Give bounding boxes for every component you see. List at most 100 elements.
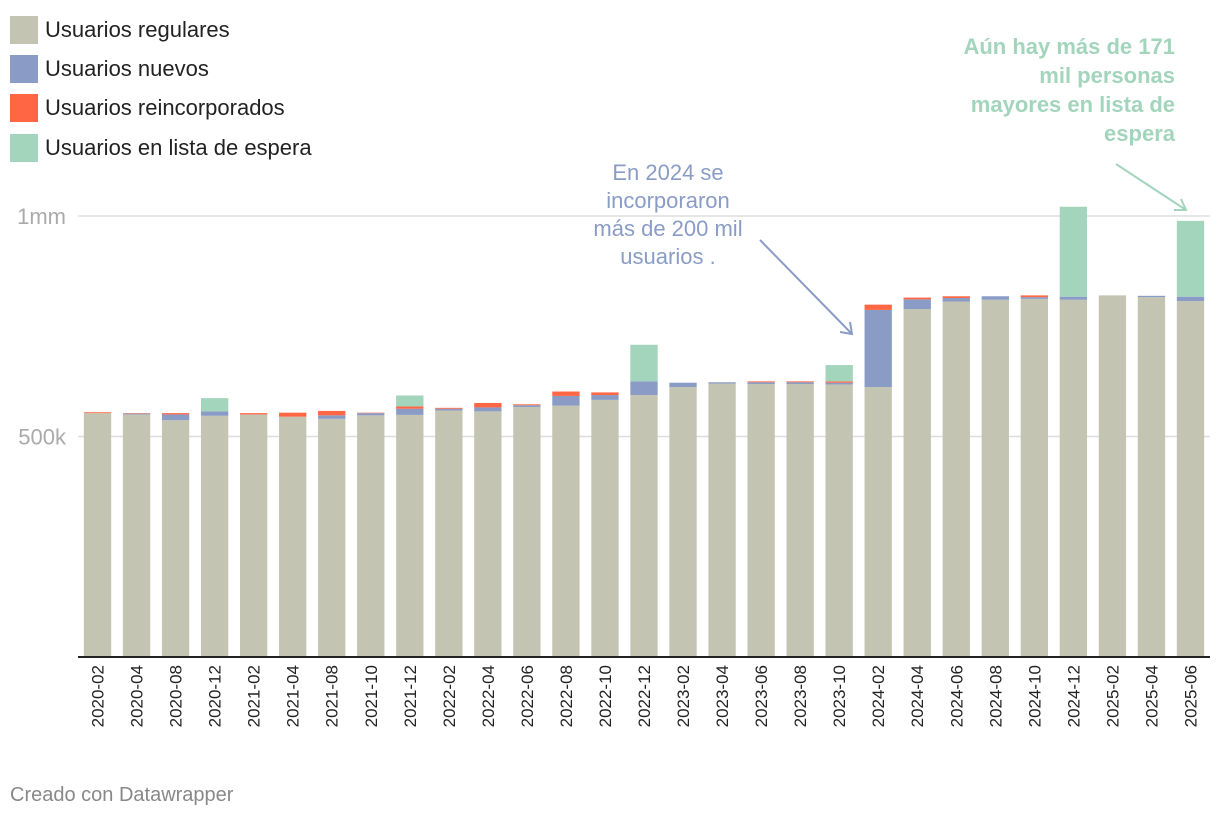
bar-2024-02-s1 — [864, 309, 892, 388]
bar-2021-08-s0 — [318, 418, 346, 657]
y-tick-label: 1mm — [17, 204, 66, 229]
annotation-espera-arrow — [1115, 163, 1187, 211]
legend-label-regulares: Usuarios regulares — [45, 16, 230, 42]
legend-item-reincorporados: Usuarios reincorporados — [10, 89, 312, 128]
bar-2024-12-s1 — [1059, 296, 1088, 300]
bar-2023-08-s2 — [786, 381, 814, 383]
bar-2024-10-s1 — [1020, 297, 1049, 299]
bar-2023-02-s0 — [669, 387, 697, 657]
bar-2024-12-s0 — [1059, 299, 1088, 657]
annotation-2024-line: En 2024 se — [612, 160, 723, 185]
legend-label-lista-espera: Usuarios en lista de espera — [45, 134, 312, 160]
bar-2022-10-s2 — [591, 392, 619, 396]
x-tick-label-2021-02: 2021-02 — [245, 665, 264, 727]
legend-item-regulares: Usuarios regulares — [10, 10, 312, 49]
legend-item-lista-espera: Usuarios en lista de espera — [10, 128, 312, 167]
legend-label-nuevos: Usuarios nuevos — [45, 55, 209, 81]
bar-2025-04-s1 — [1137, 295, 1166, 298]
bar-2020-02-s0 — [83, 413, 112, 657]
bar-2020-08-s1 — [161, 414, 190, 421]
bar-2024-10-s2 — [1020, 295, 1049, 298]
bar-2022-08-s0 — [552, 405, 580, 657]
bar-2020-08-s2 — [161, 413, 190, 415]
bar-2024-06-s0 — [942, 301, 970, 657]
bar-2021-04-s0 — [279, 416, 307, 657]
bar-2025-06-s3 — [1176, 220, 1205, 297]
x-tick-label-2023-04: 2023-04 — [713, 665, 732, 727]
x-tick-label-2024-08: 2024-08 — [986, 665, 1005, 727]
x-tick-label-2024-12: 2024-12 — [1064, 665, 1083, 727]
bar-2020-04-s0 — [122, 414, 151, 657]
x-tick-label-2021-12: 2021-12 — [401, 665, 420, 727]
bar-2020-12-s0 — [200, 415, 229, 657]
x-tick-label-2023-08: 2023-08 — [791, 665, 810, 727]
bar-2024-02-s2 — [864, 304, 892, 310]
bar-2022-02-s1 — [435, 408, 463, 411]
bar-2023-10-s0 — [825, 384, 853, 657]
bar-2022-02-s2 — [435, 407, 463, 409]
bar-2020-04-s1 — [122, 413, 151, 415]
bar-2020-12-s3 — [200, 398, 229, 412]
bar-2024-04-s1 — [903, 299, 931, 310]
x-tick-label-2021-10: 2021-10 — [362, 665, 381, 727]
x-tick-label-2025-04: 2025-04 — [1142, 665, 1161, 727]
x-tick-label-2024-10: 2024-10 — [1025, 665, 1044, 727]
bar-2025-04-s0 — [1137, 297, 1166, 657]
legend-swatch-lista-espera — [10, 133, 38, 162]
bar-2022-06-s1 — [513, 405, 541, 407]
bar-2022-04-s0 — [474, 411, 502, 657]
bar-2021-04-s2 — [279, 412, 307, 417]
bar-2023-04-s0 — [708, 383, 736, 657]
bar-2022-04-s1 — [474, 407, 502, 412]
x-tick-label-2023-06: 2023-06 — [752, 665, 771, 727]
bar-2025-06-s0 — [1176, 301, 1205, 657]
x-tick-label-2020-04: 2020-04 — [128, 665, 147, 727]
bar-2023-10-s3 — [825, 365, 853, 382]
bar-2023-08-s1 — [786, 382, 814, 385]
bar-2022-06-s0 — [513, 406, 541, 657]
bar-2021-12-s1 — [396, 408, 424, 415]
bar-2024-08-s0 — [981, 299, 1009, 657]
bar-2024-02-s0 — [864, 387, 892, 657]
x-tick-label-2024-04: 2024-04 — [908, 665, 927, 727]
x-tick-label-2025-02: 2025-02 — [1103, 665, 1122, 727]
annotation-2024-line: usuarios . — [620, 244, 715, 269]
bar-2020-02-s2 — [83, 412, 112, 414]
bar-2023-08-s0 — [786, 384, 814, 657]
annotation-espera-arrowhead — [1174, 198, 1188, 211]
x-tick-label-2021-08: 2021-08 — [323, 665, 342, 727]
bar-2022-08-s1 — [552, 395, 580, 406]
bar-2021-08-s1 — [318, 415, 346, 419]
bar-2022-04-s2 — [474, 402, 502, 408]
x-tick-label-2025-06: 2025-06 — [1181, 665, 1200, 727]
bar-2020-12-s1 — [200, 411, 229, 416]
x-tick-label-2022-04: 2022-04 — [479, 665, 498, 727]
bar-2023-06-s2 — [747, 381, 775, 383]
annotation-espera-line: mayores en lista de — [971, 92, 1175, 117]
bar-2022-12-s3 — [630, 344, 658, 382]
bar-2023-06-s1 — [747, 382, 775, 385]
x-tick-label-2021-04: 2021-04 — [284, 665, 303, 727]
bar-2021-12-s2 — [396, 406, 424, 409]
x-tick-label-2024-06: 2024-06 — [947, 665, 966, 727]
x-tick-label-2023-02: 2023-02 — [674, 665, 693, 727]
bar-2025-06-s1 — [1176, 296, 1205, 302]
legend-item-nuevos: Usuarios nuevos — [10, 49, 312, 88]
bar-2021-10-s0 — [357, 415, 385, 657]
bar-2022-10-s0 — [591, 399, 619, 657]
x-tick-label-2020-12: 2020-12 — [206, 665, 225, 727]
bar-2023-04-s1 — [708, 382, 736, 384]
x-tick-label-2022-08: 2022-08 — [557, 665, 576, 727]
bar-2023-02-s1 — [669, 382, 697, 388]
bar-2022-12-s0 — [630, 395, 658, 657]
annotation-espera-line: espera — [1104, 121, 1176, 146]
bar-2024-10-s0 — [1020, 298, 1049, 657]
annotation-espera-line: Aún hay más de 171 — [963, 34, 1175, 59]
bar-2024-04-s0 — [903, 309, 931, 657]
legend: Usuarios regulares Usuarios nuevos Usuar… — [10, 10, 312, 167]
x-tick-label-2020-02: 2020-02 — [89, 665, 108, 727]
bar-2023-10-s1 — [825, 382, 853, 385]
bar-2025-02-s0 — [1098, 295, 1127, 657]
annotation-2024-arrowhead — [839, 321, 854, 336]
